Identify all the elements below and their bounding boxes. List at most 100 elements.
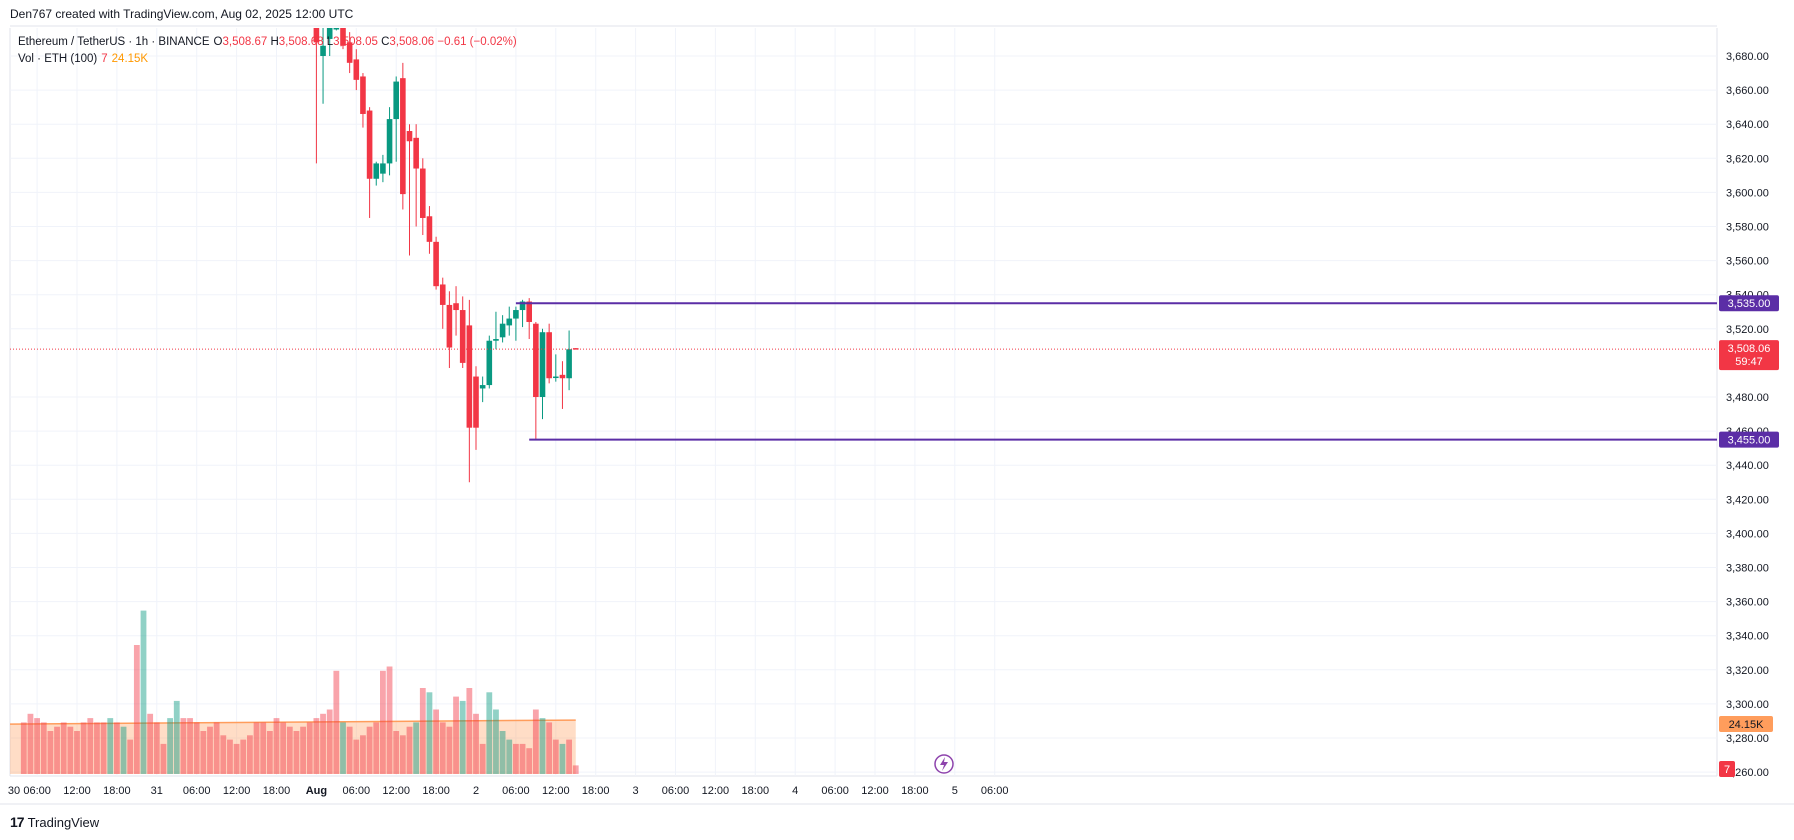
volume-bar: [506, 739, 513, 774]
high-value: 3,508.68: [278, 36, 324, 48]
price-tick-label: 3,600.00: [1726, 187, 1769, 199]
volume-bar: [413, 722, 420, 774]
volume-bar: [532, 709, 539, 774]
volume-bar: [526, 748, 533, 774]
volume-bar: [60, 722, 67, 774]
price-tick-label: 3,260.00: [1726, 767, 1769, 779]
level-lines: [10, 302, 1717, 441]
symbol-label[interactable]: Ethereum / TetherUS · 1h · BINANCE: [18, 36, 210, 48]
candle-body: [373, 163, 380, 179]
time-tick-label: 18:00: [582, 785, 610, 797]
candle-body: [459, 310, 466, 363]
volume-bar: [47, 731, 54, 774]
volume-bar: [519, 743, 526, 774]
price-tick-label: 3,680.00: [1726, 51, 1769, 63]
candle-body: [313, 28, 320, 43]
time-tick-label: 18:00: [901, 785, 929, 797]
last-volume-badge: [1719, 761, 1735, 777]
volume-bar: [433, 709, 439, 774]
candle-body: [559, 374, 566, 379]
volume-bar: [114, 722, 120, 774]
volume-bar: [54, 726, 60, 774]
volume-row: Vol · ETH (100) 7 24.15K: [18, 51, 517, 68]
lightning-bolt-icon: [940, 757, 948, 771]
candle-body: [326, 28, 333, 39]
time-tick-label: 2: [473, 785, 479, 797]
volume-bar: [293, 731, 300, 774]
volume-bar: [213, 722, 220, 774]
candle-body: [386, 119, 393, 164]
candle-body: [380, 163, 386, 174]
price-tick-label: 3,560.00: [1726, 256, 1769, 268]
candle-body: [413, 137, 419, 169]
close-label: C: [381, 36, 390, 48]
legend: Ethereum / TetherUS · 1h · BINANCE O 3,50…: [18, 34, 517, 68]
volume-bar: [366, 726, 373, 774]
time-tick-label: 12:00: [223, 785, 251, 797]
footer-brand[interactable]: TradingView: [27, 814, 100, 830]
candle-body: [360, 76, 366, 114]
time-tick-label: 18:00: [742, 785, 770, 797]
volume-bar: [34, 718, 40, 774]
candle-body: [526, 301, 532, 322]
time-tick-label: 4: [792, 785, 798, 797]
open-label: O: [213, 36, 223, 48]
volume-bar: [207, 726, 213, 774]
volume-value: 7: [101, 53, 108, 65]
volume-bar: [486, 692, 493, 774]
volume-bar: [306, 722, 313, 774]
candle-body: [506, 318, 513, 326]
candle-body: [453, 303, 459, 311]
volume-bar: [552, 739, 559, 774]
candle-body: [572, 348, 579, 350]
volume-bar: [326, 709, 333, 774]
volume-bar: [399, 735, 406, 774]
candle-body: [426, 216, 433, 242]
candle-body: [493, 339, 499, 341]
price-tick-label: 3,360.00: [1726, 597, 1769, 609]
price-tick-label: 3,280.00: [1726, 733, 1769, 745]
candle-body: [566, 349, 572, 379]
volume-label[interactable]: Vol · ETH (100): [18, 53, 98, 65]
credit-bar: Den767 created with TradingView.com, Aug…: [0, 0, 1794, 28]
candle-body: [486, 340, 493, 386]
last-price-label: 3,508.06: [1728, 343, 1771, 355]
time-tick-label: 06:00: [23, 785, 51, 797]
volume-bar: [466, 688, 473, 774]
candle-body: [439, 284, 446, 305]
time-tick-label: 06:00: [343, 785, 371, 797]
time-tick-label: 06:00: [821, 785, 849, 797]
volume-bar: [393, 731, 400, 774]
price-tick-label: 3,320.00: [1726, 665, 1769, 677]
candle-body: [366, 110, 373, 179]
volume-bar: [572, 765, 579, 774]
candle-body: [499, 323, 506, 338]
price-tick-label: 3,580.00: [1726, 222, 1769, 234]
volume-bar: [346, 726, 353, 774]
volume-bar: [373, 722, 380, 774]
volume-bar: [127, 739, 134, 774]
time-tick-label: 3: [633, 785, 639, 797]
price-tick-label: 3,420.00: [1726, 494, 1769, 506]
volume-bar: [193, 722, 200, 774]
volume-bar: [260, 722, 267, 774]
candle-body: [333, 28, 340, 30]
time-tick-label: 12:00: [63, 785, 91, 797]
time-tick-label: 06:00: [981, 785, 1009, 797]
time-tick-label: 06:00: [183, 785, 211, 797]
volume-bar: [140, 610, 147, 774]
price-tick-label: 3,380.00: [1726, 563, 1769, 575]
level-price-badge: [1719, 295, 1779, 312]
candle-body: [479, 385, 486, 389]
volume-bar: [300, 726, 306, 774]
volume-bar: [80, 722, 87, 774]
candle-body: [553, 376, 559, 379]
credit-text: Den767 created with TradingView.com, Aug…: [10, 7, 354, 21]
high-label: H: [270, 36, 279, 48]
volume-bar: [87, 718, 94, 774]
volume-bar: [559, 743, 566, 774]
volume-bar: [20, 722, 27, 774]
volume-bar: [74, 731, 80, 774]
candle-body: [546, 332, 552, 379]
